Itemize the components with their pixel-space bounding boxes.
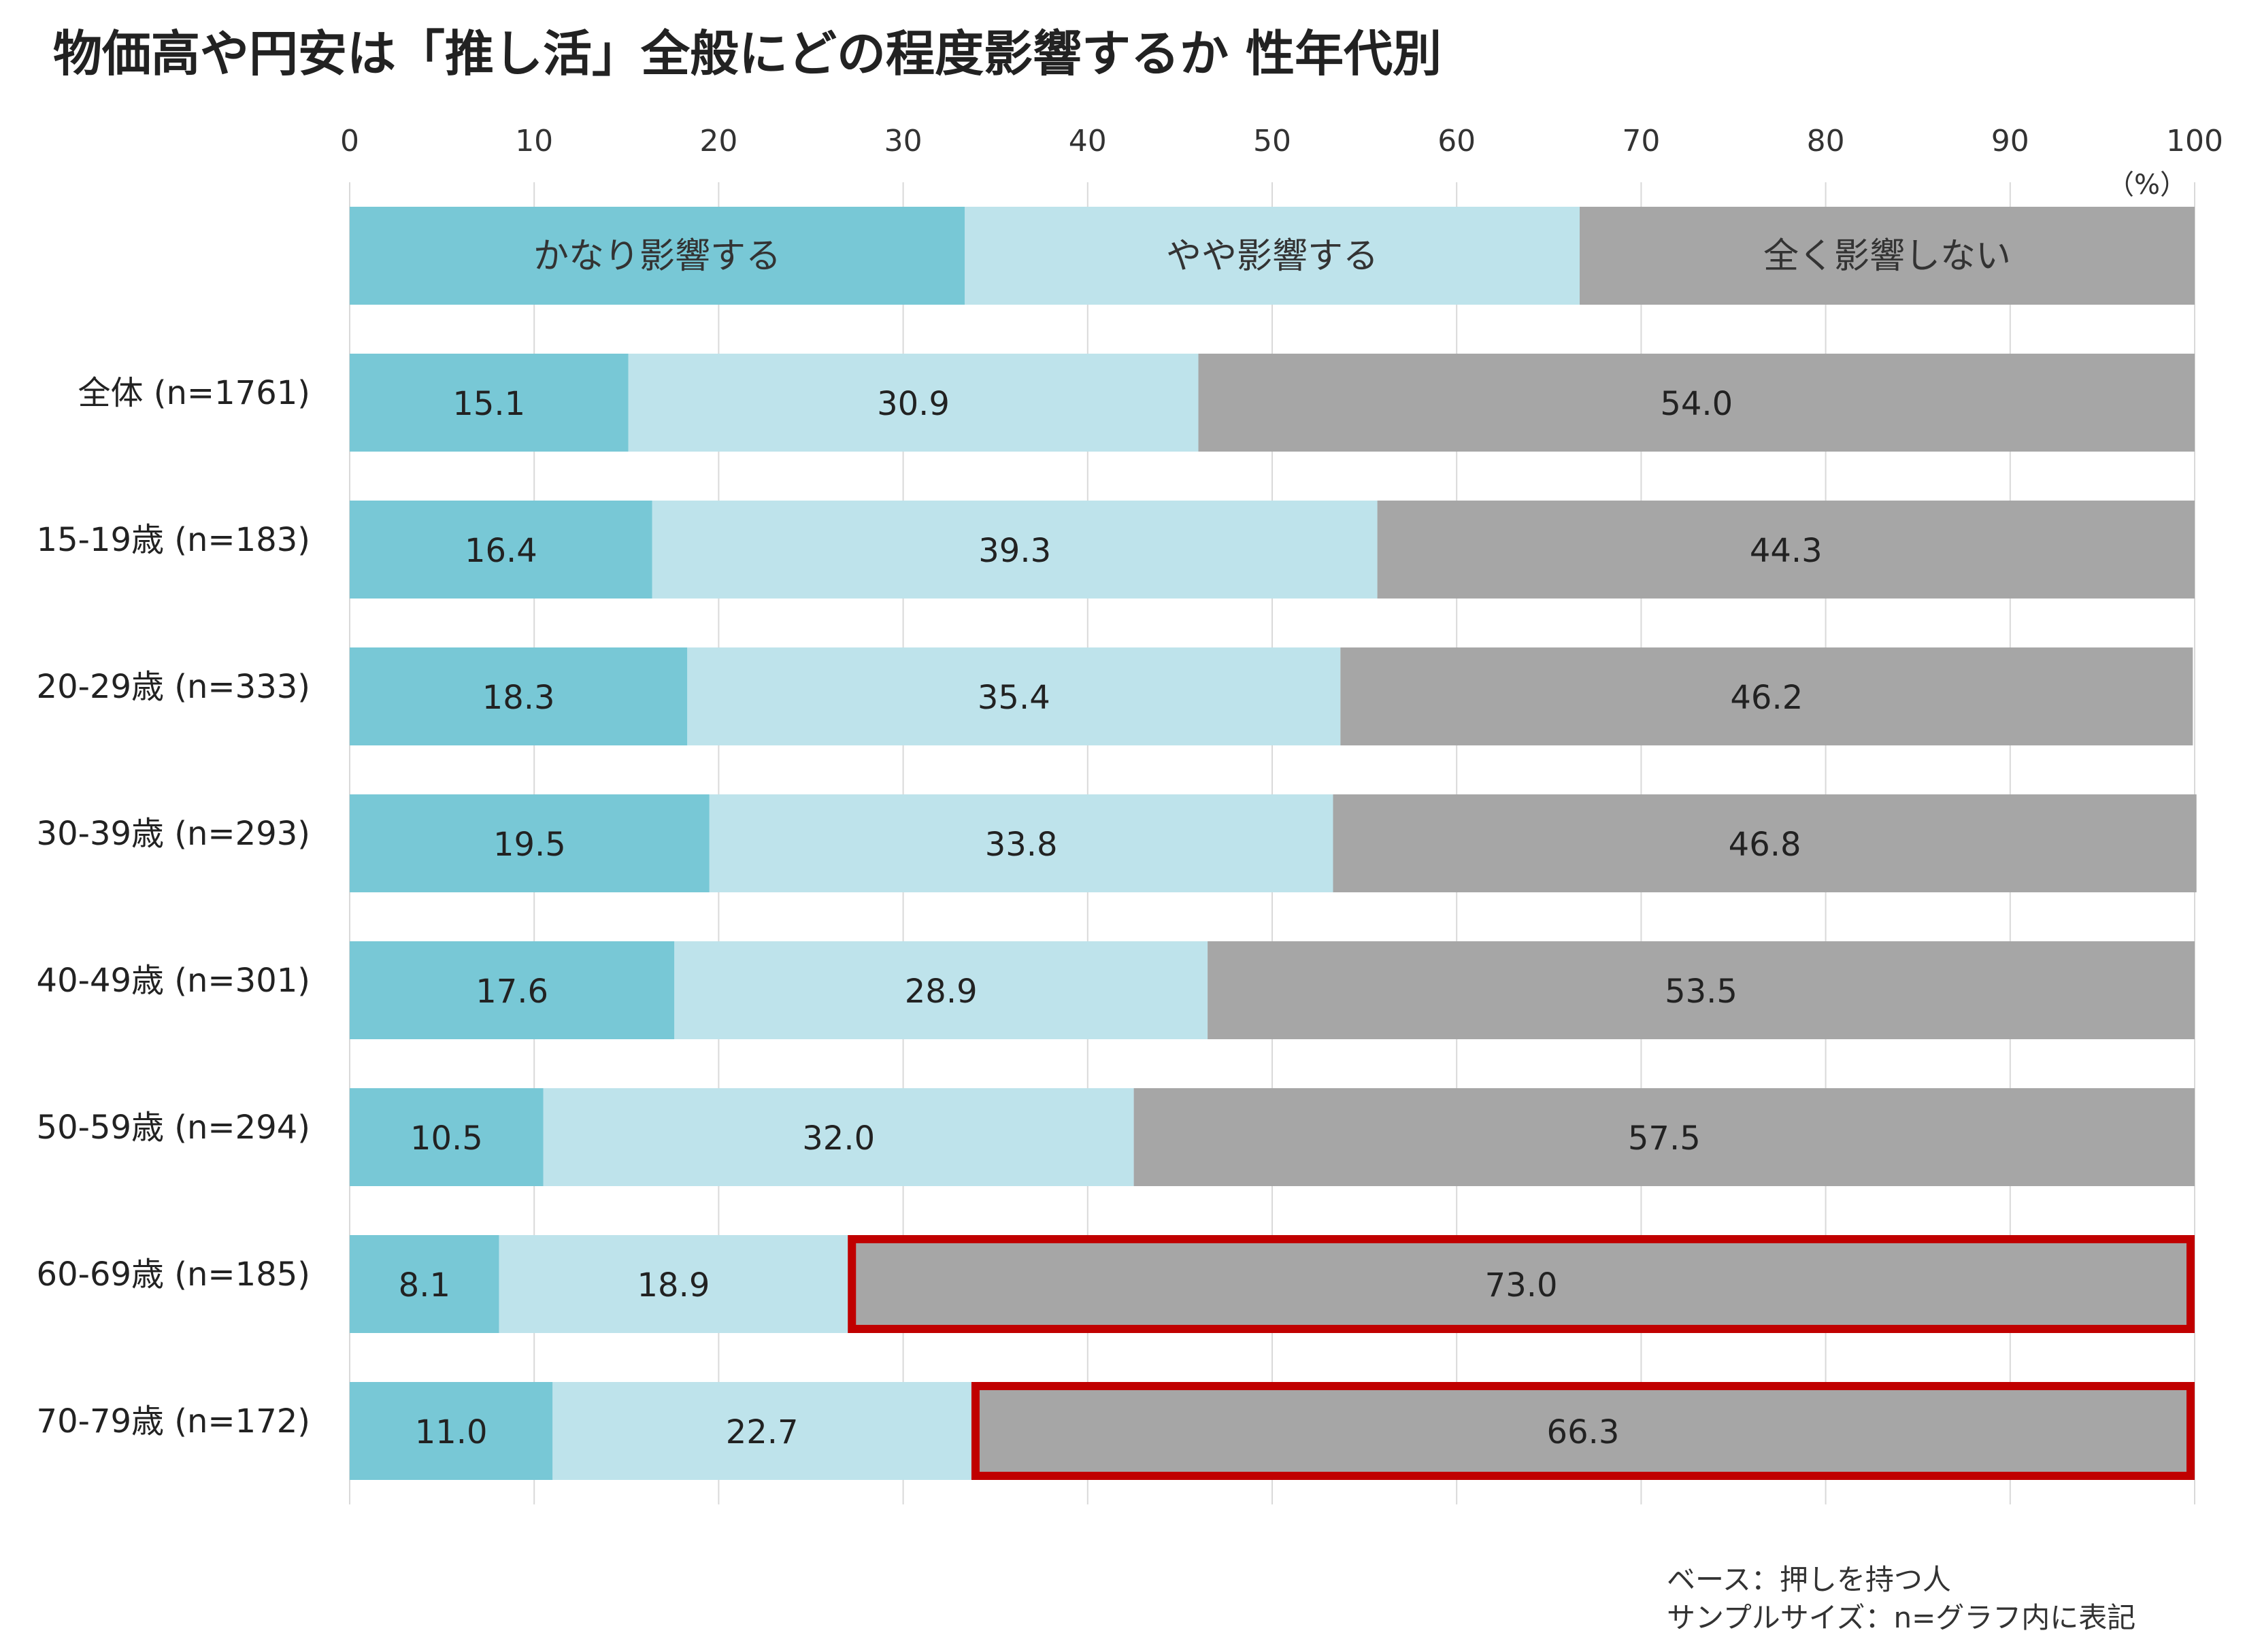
legend-swatch (965, 207, 1580, 305)
bar-segment (1133, 1088, 2195, 1186)
footnote-sample-size: サンプルサイズ：n=グラフ内に表記 (1667, 1601, 2136, 1634)
x-tick-label: 20 (699, 124, 737, 158)
category-label: 50-59歳 (n=294) (37, 1109, 310, 1147)
bar-segment (1208, 941, 2195, 1039)
data-label: 28.9 (905, 973, 978, 1011)
bar-segment (350, 1382, 553, 1480)
x-tick-label: 70 (1622, 124, 1660, 158)
bar-segment (350, 794, 710, 892)
bar-segment (652, 501, 1378, 599)
x-tick-label: 90 (1991, 124, 2029, 158)
highlights (848, 1235, 2195, 1480)
category-label: 15-19歳 (n=183) (37, 521, 310, 559)
legend: かなり影響する やや影響する 全く影響しない (350, 207, 2195, 305)
data-label: 44.3 (1750, 532, 1823, 570)
data-label: 33.8 (985, 826, 1058, 864)
data-label: 8.1 (399, 1266, 450, 1304)
data-label: 10.5 (410, 1119, 483, 1158)
bar-segment (709, 794, 1333, 892)
data-label: 66.3 (1547, 1413, 1620, 1451)
data-label: 22.7 (726, 1413, 799, 1451)
footnote-base: ベース：押しを持つ人 (1667, 1563, 1951, 1596)
data-label: 11.0 (415, 1413, 488, 1451)
category-label: 全体 (n=1761) (78, 374, 310, 412)
data-label: 53.5 (1665, 973, 1737, 1011)
legend-swatch (350, 207, 965, 305)
bar-segment (1333, 794, 2197, 892)
data-label: 18.9 (637, 1266, 710, 1304)
data-label: 30.9 (877, 385, 950, 423)
bar-segment (350, 647, 688, 745)
data-label: 39.3 (978, 532, 1051, 570)
legend-label: やや影響する (1166, 236, 1378, 277)
data-label: 57.5 (1628, 1119, 1701, 1158)
data-label: 15.1 (452, 385, 525, 423)
bar-segment (350, 1088, 544, 1186)
category-label: 60-69歳 (n=185) (37, 1255, 310, 1294)
legend-label: 全く影響しない (1763, 236, 2011, 277)
unit-label: （%） (2107, 169, 2187, 201)
bar-segment (1377, 501, 2195, 599)
bar-segment (552, 1382, 971, 1480)
data-label: 18.3 (482, 679, 555, 717)
category-label: 40-49歳 (n=301) (37, 962, 310, 1000)
bars: 全体 (n=1761) 15.1 30.9 54.0 15-19歳 (n=183) 16.… (37, 354, 2197, 1480)
bar-segment (674, 941, 1208, 1039)
x-tick-label: 40 (1069, 124, 1107, 158)
data-label: 19.5 (493, 826, 566, 864)
data-label: 35.4 (978, 679, 1050, 717)
x-tick-label: 50 (1253, 124, 1291, 158)
data-label: 17.6 (476, 973, 548, 1011)
x-tick-label: 10 (515, 124, 553, 158)
bar-segment (350, 354, 629, 452)
bar-segment (1340, 647, 2193, 745)
bar-segment (543, 1088, 1134, 1186)
data-label: 54.0 (1660, 385, 1733, 423)
data-label: 46.2 (1730, 679, 1803, 717)
x-tick-label: 30 (884, 124, 922, 158)
chart-title: 物価高や円安は「推し活」全般にどの程度影響するか 性年代別 (53, 25, 1442, 82)
x-tick-label: 80 (1807, 124, 1845, 158)
bar-segment (687, 647, 1341, 745)
footnote: ベース：押しを持つ人 サンプルサイズ：n=グラフ内に表記 (1667, 1561, 2135, 1637)
bar-segment (971, 1382, 2195, 1480)
highlight-outline (848, 1235, 2195, 1333)
data-label: 73.0 (1485, 1266, 1558, 1304)
x-axis-ticks: 0 10 20 30 40 50 60 70 80 90 100 (340, 124, 2223, 158)
x-tick-label: 0 (340, 124, 359, 158)
legend-label: かなり影響する (533, 236, 781, 277)
bar-segment (848, 1235, 2195, 1333)
legend-swatch (1580, 207, 2195, 305)
data-label: 32.0 (802, 1119, 875, 1158)
bar-segment (1198, 354, 2195, 452)
bar-segment (628, 354, 1199, 452)
x-tick-label: 100 (2166, 124, 2223, 158)
highlight-outline (971, 1382, 2195, 1480)
category-label: 20-29歳 (n=333) (37, 668, 310, 706)
bar-segment (350, 501, 652, 599)
data-label: 16.4 (465, 532, 537, 570)
bar-segment (499, 1235, 848, 1333)
x-tick-label: 60 (1437, 124, 1476, 158)
category-label: 30-39歳 (n=293) (37, 815, 310, 853)
data-label: 46.8 (1729, 826, 1801, 864)
bar-segment (350, 941, 675, 1039)
category-label: 70-79歳 (n=172) (37, 1402, 310, 1440)
bar-segment (350, 1235, 499, 1333)
